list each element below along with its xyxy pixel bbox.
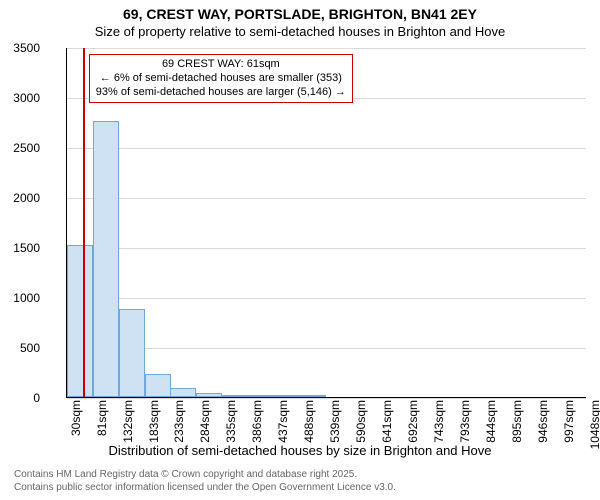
x-tick-label: 335sqm — [224, 400, 238, 443]
x-tick-label: 743sqm — [432, 400, 446, 443]
property-marker-line — [83, 48, 85, 397]
x-tick-label: 946sqm — [536, 400, 550, 443]
x-tick-label: 183sqm — [147, 400, 161, 443]
chart-subtitle: Size of property relative to semi-detach… — [0, 24, 600, 39]
histogram-bar — [196, 393, 222, 398]
gridline — [67, 248, 586, 249]
plot-area: 69 CREST WAY: 61sqm ← 6% of semi-detache… — [66, 48, 586, 398]
x-tick-label: 488sqm — [302, 400, 316, 443]
x-axis-label: Distribution of semi-detached houses by … — [0, 443, 600, 458]
y-tick-label: 500 — [0, 341, 40, 355]
gridline — [67, 148, 586, 149]
callout-line-2: ← 6% of semi-detached houses are smaller… — [96, 72, 346, 86]
x-tick-label: 386sqm — [250, 400, 264, 443]
histogram-bar — [93, 121, 119, 397]
x-tick-label: 641sqm — [380, 400, 394, 443]
chart-title: 69, CREST WAY, PORTSLADE, BRIGHTON, BN41… — [0, 6, 600, 22]
x-tick-label: 437sqm — [276, 400, 290, 443]
x-tick-label: 692sqm — [406, 400, 420, 443]
x-tick-label: 895sqm — [510, 400, 524, 443]
x-tick-label: 132sqm — [121, 400, 135, 443]
x-tick-label: 233sqm — [172, 400, 186, 443]
y-tick-label: 2500 — [0, 141, 40, 155]
histogram-bar — [274, 395, 300, 397]
x-tick-label: 284sqm — [198, 400, 212, 443]
gridline — [67, 48, 586, 49]
x-tick-label: 1048sqm — [588, 400, 600, 449]
x-tick-label: 81sqm — [95, 400, 109, 436]
y-tick-label: 2000 — [0, 191, 40, 205]
histogram-bar — [145, 374, 171, 397]
gridline — [67, 398, 586, 399]
x-tick-label: 997sqm — [562, 400, 576, 443]
property-callout: 69 CREST WAY: 61sqm ← 6% of semi-detache… — [89, 54, 353, 103]
x-tick-label: 590sqm — [354, 400, 368, 443]
x-tick-label: 539sqm — [328, 400, 342, 443]
y-tick-label: 3000 — [0, 91, 40, 105]
x-tick-label: 30sqm — [69, 400, 83, 436]
histogram-bar — [300, 395, 326, 397]
histogram-bar — [119, 309, 145, 397]
x-tick-label: 844sqm — [484, 400, 498, 443]
x-tick-label: 793sqm — [458, 400, 472, 443]
histogram-bar — [67, 245, 93, 397]
y-tick-label: 0 — [0, 391, 40, 405]
gridline — [67, 198, 586, 199]
histogram-bar — [222, 395, 248, 398]
y-tick-label: 1500 — [0, 241, 40, 255]
gridline — [67, 298, 586, 299]
callout-line-3: 93% of semi-detached houses are larger (… — [96, 86, 346, 100]
histogram-bar — [170, 388, 196, 397]
y-tick-label: 1000 — [0, 291, 40, 305]
credits-line-1: Contains HM Land Registry data © Crown c… — [14, 469, 396, 482]
credits: Contains HM Land Registry data © Crown c… — [14, 469, 396, 494]
histogram-bar — [248, 395, 274, 398]
credits-line-2: Contains public sector information licen… — [14, 482, 396, 495]
callout-line-1: 69 CREST WAY: 61sqm — [96, 58, 346, 72]
y-tick-label: 3500 — [0, 41, 40, 55]
